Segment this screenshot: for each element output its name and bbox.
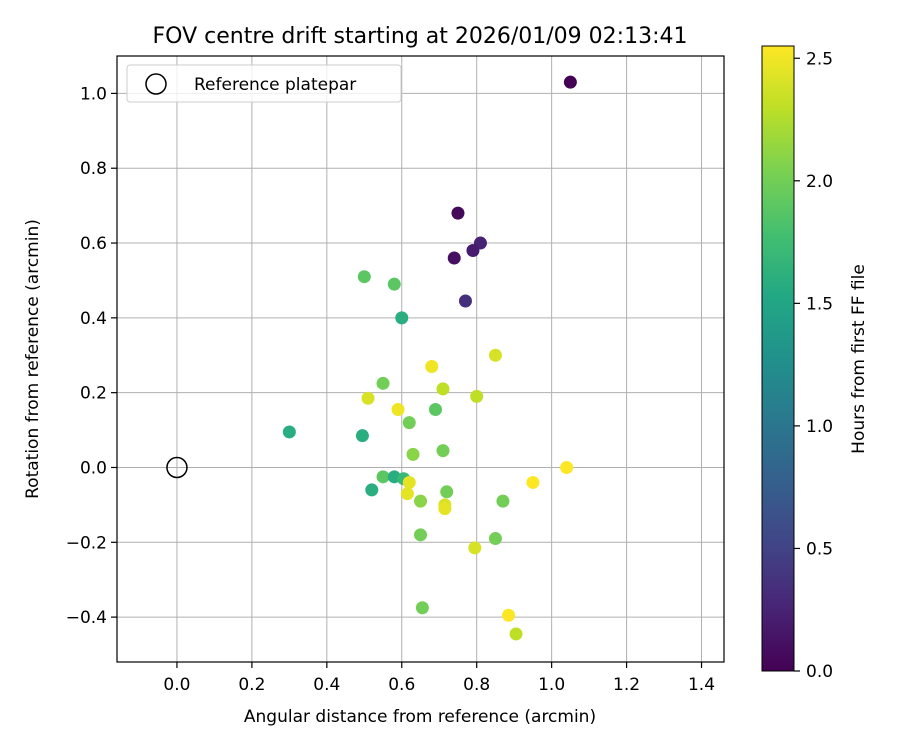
data-point [414,494,427,508]
y-axis-ticks: −0.4 −0.2 0.0 0.2 0.4 0.6 0.8 1.0 [66,84,117,628]
data-point [468,541,482,555]
data-point [425,359,439,373]
data-point [502,608,516,622]
y-axis-label: Rotation from reference (arcmin) [23,219,43,499]
data-point [451,206,465,220]
y-tick-label: −0.4 [66,608,107,628]
x-tick-label: 1.2 [613,675,640,695]
data-point [376,376,390,390]
colorbar-tick-label: 1.5 [806,294,833,314]
data-point [560,460,574,474]
x-tick-label: 0.2 [238,675,265,695]
data-point [387,277,401,291]
data-point [436,444,450,458]
data-point [402,416,416,430]
colorbar-label: Hours from first FF file [849,264,869,454]
data-point [376,470,390,484]
y-tick-label: −0.2 [66,533,107,553]
x-tick-label: 0.6 [388,675,415,695]
y-tick-label: 0.2 [80,384,107,404]
legend: Reference platepar [126,64,402,103]
data-point [509,627,523,641]
reference-layer [166,456,188,479]
data-point [447,251,461,265]
x-axis-ticks: 0.0 0.2 0.4 0.6 0.8 1.0 1.2 1.4 [163,662,715,695]
data-point [391,403,405,416]
grid [117,56,724,662]
data-point [414,528,427,542]
legend-box [126,64,402,103]
data-point [355,429,369,443]
x-tick-label: 0.0 [163,675,190,695]
chart-title: FOV centre drift starting at 2026/01/09 … [153,24,688,49]
colorbar-gradient [761,45,795,672]
y-tick-label: 0.6 [80,234,107,254]
x-tick-label: 1.4 [688,675,715,695]
colorbar-ticks: 0.0 0.5 1.0 1.5 2.0 2.5 [794,49,833,682]
y-tick-label: 0.8 [80,159,107,179]
data-point [402,475,416,489]
data-point [496,494,510,508]
data-point [488,532,502,546]
colorbar: 0.0 0.5 1.0 1.5 2.0 2.5 Hours from first FF f… [761,45,869,682]
colorbar-tick-label: 0.0 [806,662,833,682]
data-point [436,382,450,396]
data-point [488,348,502,362]
x-axis-label: Angular distance from reference (arcmin) [244,707,596,727]
reference-platepar-marker [166,456,188,479]
data-point [282,425,296,439]
x-tick-label: 0.8 [463,675,490,695]
data-point [395,311,409,325]
data-point [466,244,480,258]
data-point [440,485,454,499]
colorbar-tick-label: 0.5 [806,539,833,559]
data-point [470,389,484,403]
colorbar-tick-label: 2.5 [806,49,833,69]
y-tick-label: 0.4 [80,309,107,329]
y-tick-label: 1.0 [80,84,107,104]
data-point [361,391,375,405]
plot-frame [116,55,725,663]
x-tick-label: 1.0 [538,675,565,695]
legend-entry-reference: Reference platepar [194,75,356,95]
data-point [357,270,371,284]
data-point [563,75,577,89]
data-point [400,487,414,501]
x-tick-label: 0.4 [313,675,340,695]
data-point [365,483,379,497]
colorbar-tick-label: 2.0 [806,172,833,192]
colorbar-tick-label: 1.0 [806,417,833,437]
data-point [438,502,452,516]
data-point [458,294,472,308]
legend-reference-marker [145,73,167,95]
y-tick-label: 0.0 [80,458,107,478]
data-point [406,447,420,461]
data-point [526,475,540,489]
data-points [282,75,577,641]
data-point [415,601,429,615]
data-point [428,403,442,416]
